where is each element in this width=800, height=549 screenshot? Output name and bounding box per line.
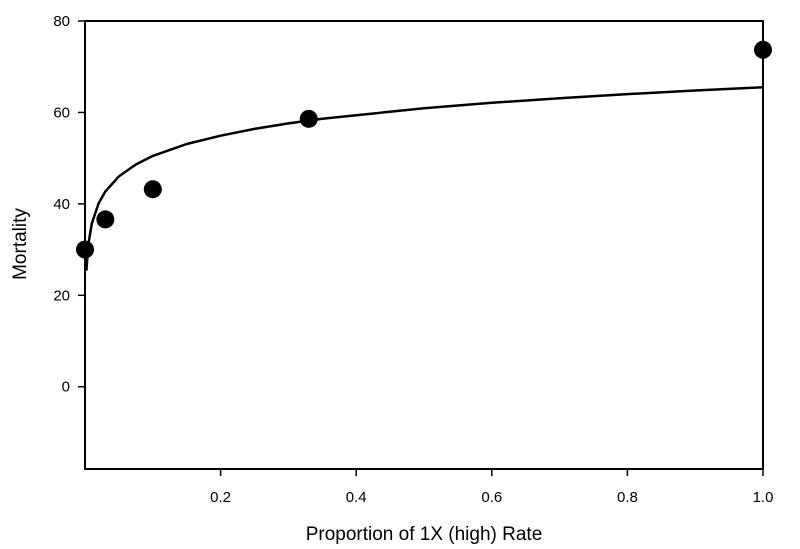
- y-tick-label: 20: [53, 287, 70, 304]
- x-axis-title: Proportion of 1X (high) Rate: [306, 524, 543, 545]
- x-axis: 0.2 0.4 0.6 0.8 1.0: [210, 469, 773, 506]
- data-point: [76, 240, 94, 259]
- data-point: [96, 210, 115, 229]
- y-tick-label: 80: [53, 13, 70, 30]
- fit-curve-layer: [85, 86, 764, 271]
- y-axis-title: Mortality: [10, 208, 31, 280]
- plot-area: [84, 20, 764, 470]
- data-point: [143, 180, 162, 199]
- x-tick-label: 0.8: [617, 489, 638, 506]
- y-tick-label: 40: [53, 196, 70, 213]
- x-tick-label: 0.4: [346, 489, 367, 506]
- x-tick-label: 0.6: [481, 489, 502, 506]
- data-point: [299, 109, 318, 128]
- y-tick-label: 60: [53, 104, 70, 121]
- data-points: [76, 40, 772, 259]
- y-tick-label: 0: [62, 379, 70, 396]
- data-point: [754, 40, 772, 59]
- x-tick-label: 0.2: [210, 489, 231, 506]
- y-axis: 0 20 40 60 80: [53, 13, 85, 396]
- plot-frame: [84, 20, 764, 470]
- x-tick-label: 1.0: [753, 489, 774, 506]
- fit-curve: [85, 86, 764, 271]
